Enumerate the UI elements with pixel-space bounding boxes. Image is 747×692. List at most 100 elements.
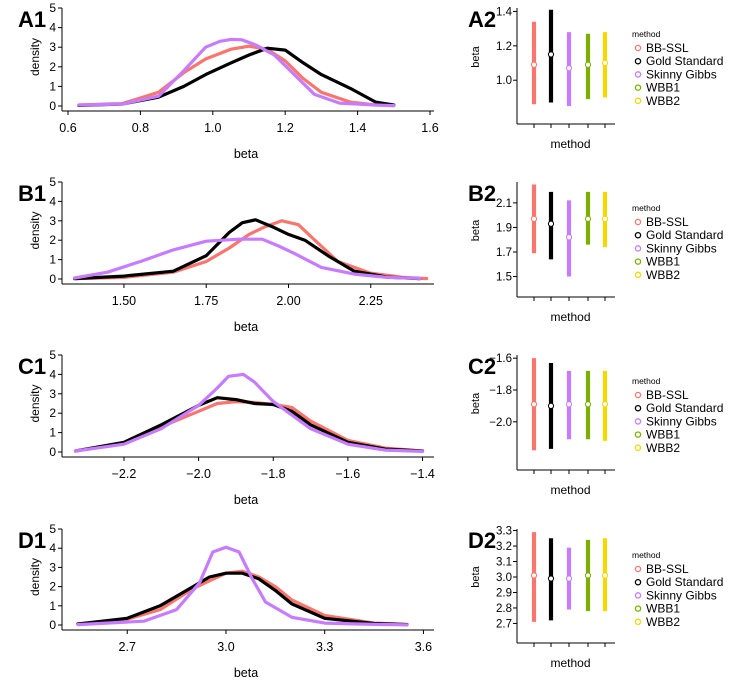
panel-label-d2: D2 xyxy=(468,528,496,553)
legend-key-d2-wbb2 xyxy=(634,618,642,626)
legend-label-b2-wbb1: WBB1 xyxy=(646,255,680,269)
x-tick-label-b1: 1.75 xyxy=(194,294,218,308)
legend-key-b2-wbb2 xyxy=(634,271,642,279)
y-tick-label-c1: 5 xyxy=(49,348,56,362)
interval-point-d2-skinny-gibbs xyxy=(565,575,573,582)
density-line-b1-bb-ssl xyxy=(73,219,429,281)
y-tick-label-a2: 1.4 xyxy=(496,6,513,18)
x-tick-label-d1: 2.7 xyxy=(119,640,136,654)
x-axis-title-a2: method xyxy=(550,137,590,151)
legend-label-c2-wbb2: WBB2 xyxy=(646,441,680,455)
interval-point-b2-bb-ssl xyxy=(530,215,538,222)
y-tick-label-b1: 5 xyxy=(49,175,56,189)
panel-label-d1: D1 xyxy=(18,528,46,553)
interval-point-c2-gold-standard xyxy=(547,402,555,409)
legend-label-b2-skinny-gibbs: Skinny Gibbs xyxy=(646,241,717,255)
legend-label-d2-wbb1: WBB1 xyxy=(646,602,680,616)
y-tick-label-c1: 3 xyxy=(49,387,56,401)
legend-key-a2-bb-ssl xyxy=(634,44,642,52)
legend-label-c2-bb-ssl: BB-SSL xyxy=(646,388,689,402)
x-tick-label-a1: 0.6 xyxy=(59,121,76,135)
y-tick-label-c1: 4 xyxy=(49,367,56,381)
x-tick-label-a1: 1.2 xyxy=(277,121,294,135)
y-tick-label-b1: 0 xyxy=(49,272,56,286)
y-axis-title-b1: density xyxy=(28,211,42,249)
interval-point-d2-wbb1 xyxy=(584,572,592,579)
legend-key-b2-bb-ssl xyxy=(634,218,642,226)
y-tick-label-b1: 4 xyxy=(49,194,56,208)
legend-label-c2-skinny-gibbs: Skinny Gibbs xyxy=(646,414,717,428)
y-axis-title-d2: beta xyxy=(470,565,482,587)
panel-label-b2: B2 xyxy=(468,181,496,206)
x-axis-title-d2: method xyxy=(550,656,590,670)
interval-point-d2-bb-ssl xyxy=(530,572,538,579)
y-tick-label-b1: 3 xyxy=(49,214,56,228)
interval-point-b2-skinny-gibbs xyxy=(565,234,573,241)
legend-label-d2-gold-standard: Gold Standard xyxy=(646,575,723,589)
panel-label-b1: B1 xyxy=(18,181,46,206)
x-tick-label-c1: −1.8 xyxy=(261,467,286,481)
x-tick-label-a1: 1.0 xyxy=(204,121,221,135)
x-tick-label-b1: 2.25 xyxy=(359,294,383,308)
panel-label-a1: A1 xyxy=(18,7,46,32)
density-line-c1-skinny-gibbs xyxy=(73,372,425,453)
legend-label-b2-wbb2: WBB2 xyxy=(646,268,680,282)
y-tick-label-a1: 3 xyxy=(49,40,56,54)
interval-point-c2-wbb1 xyxy=(584,401,592,408)
y-tick-label-d2: 2.9 xyxy=(496,587,512,599)
legend-label-c2-wbb1: WBB1 xyxy=(646,428,680,442)
x-axis-title-c1: beta xyxy=(234,493,258,507)
interval-point-c2-wbb2 xyxy=(601,401,609,408)
legend-key-c2-skinny-gibbs xyxy=(634,418,642,425)
x-tick-label-a1: 1.6 xyxy=(421,121,438,135)
legend-label-d2-wbb2: WBB2 xyxy=(646,615,680,629)
density-line-c1-gold-standard xyxy=(73,396,425,453)
interval-point-a2-skinny-gibbs xyxy=(565,65,573,72)
interval-point-b2-wbb1 xyxy=(584,215,592,222)
y-tick-label-d1: 0 xyxy=(49,618,56,632)
interval-point-d2-wbb2 xyxy=(601,572,609,579)
x-tick-label-c1: −1.4 xyxy=(410,467,435,481)
y-axis-title-a2: beta xyxy=(470,45,482,67)
y-axis-title-c2: beta xyxy=(470,392,482,414)
x-axis-title-d1: beta xyxy=(234,666,258,680)
legend-key-d2-skinny-gibbs xyxy=(634,592,642,599)
interval-point-a2-gold-standard xyxy=(547,51,555,58)
y-tick-label-a1: 1 xyxy=(49,79,56,93)
interval-point-b2-gold-standard xyxy=(547,220,555,227)
x-tick-label-d1: 3.3 xyxy=(316,640,333,654)
x-tick-label-d1: 3.0 xyxy=(217,640,234,654)
legend-key-d2-bb-ssl xyxy=(634,565,642,573)
legend-title-a2: method xyxy=(632,29,661,39)
x-tick-label-b1: 2.00 xyxy=(276,294,300,308)
interval-point-a2-bb-ssl xyxy=(530,61,538,68)
y-tick-label-c1: 0 xyxy=(49,445,56,459)
density-line-b1-gold-standard xyxy=(73,218,422,281)
y-tick-label-d2: 3.0 xyxy=(496,572,512,584)
legend-label-a2-bb-ssl: BB-SSL xyxy=(646,41,689,55)
y-tick-label-a2: 1.0 xyxy=(496,75,512,87)
y-tick-label-c2: −1.6 xyxy=(489,353,512,365)
y-tick-label-d2: 3.1 xyxy=(496,557,512,569)
y-tick-label-d1: 4 xyxy=(49,541,56,555)
y-tick-label-b1: 2 xyxy=(49,233,56,247)
density-line-a1-bb-ssl xyxy=(77,44,396,108)
y-tick-label-b2: 2.1 xyxy=(496,198,512,210)
legend-key-a2-wbb2 xyxy=(634,97,642,105)
legend-label-d2-skinny-gibbs: Skinny Gibbs xyxy=(646,588,717,602)
y-tick-label-d2: 3.3 xyxy=(496,526,512,538)
y-axis-title-d1: density xyxy=(28,558,42,596)
x-tick-label-c1: −2.0 xyxy=(186,467,211,481)
density-line-a1-gold-standard xyxy=(77,46,396,107)
density-line-b1-skinny-gibbs xyxy=(73,237,422,280)
legend-title-b2: method xyxy=(632,203,661,213)
y-tick-label-b2: 1.5 xyxy=(496,272,512,284)
y-tick-label-a1: 4 xyxy=(49,21,56,35)
x-tick-label-c1: −1.6 xyxy=(336,467,361,481)
y-tick-label-c1: 2 xyxy=(49,406,56,420)
x-tick-label-b1: 1.50 xyxy=(112,294,136,308)
panel-label-a2: A2 xyxy=(468,7,496,32)
legend-key-c2-wbb1 xyxy=(634,431,642,438)
y-tick-label-c2: −2.0 xyxy=(489,417,512,429)
y-tick-label-d1: 1 xyxy=(49,599,56,613)
